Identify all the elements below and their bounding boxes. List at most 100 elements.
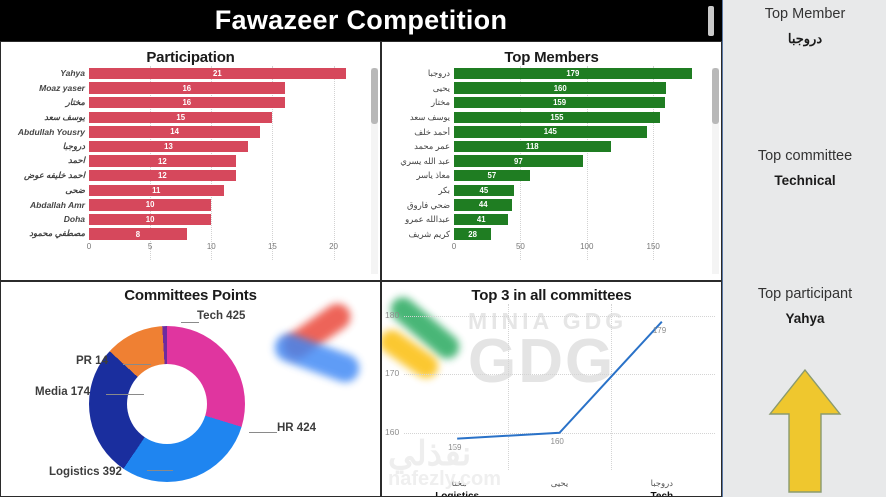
donut-leader-line <box>123 364 151 365</box>
bar-row: Yahya 21 <box>1 66 380 81</box>
bar-track: 10 <box>89 198 358 211</box>
bar-value-label: 16 <box>182 83 192 93</box>
bar-track: 28 <box>454 227 701 240</box>
bar-x-axis: 0 5 10 15 20 <box>1 242 380 256</box>
bar-value-label: 145 <box>543 127 557 137</box>
bar-row: أحمد خلف 145 <box>382 124 721 139</box>
bar-category-label: مصطفي محمود <box>29 228 85 239</box>
bar-fill[interactable]: 45 <box>454 184 514 197</box>
committees-donut-chart <box>89 326 245 482</box>
bar-category-label: Doha <box>63 214 85 225</box>
line-series-path <box>457 321 663 440</box>
bar-fill[interactable]: 44 <box>454 199 513 211</box>
bar-category-label: كريم شريف <box>408 228 450 239</box>
line-x-axis-label: يحيى <box>550 478 569 488</box>
bar-fill[interactable]: 159 <box>454 96 666 109</box>
bar-fill[interactable]: 11 <box>89 184 224 197</box>
bar-value-label: 12 <box>158 156 167 166</box>
bar-fill[interactable]: 118 <box>454 140 611 153</box>
bar-category-label: معاذ ياسر <box>416 170 450 181</box>
bar-value-label: 12 <box>158 171 167 181</box>
bar-row: عمر محمد 118 <box>382 139 721 154</box>
participation-scrollbar[interactable] <box>371 68 378 274</box>
bar-category-label: Abdullah Yousry <box>17 126 85 137</box>
bar-fill[interactable]: 12 <box>89 155 236 167</box>
kpi-top-committee-value: Technical <box>774 173 836 188</box>
bar-category-label: يوسف سعد <box>44 111 85 122</box>
bar-category-label: أحمد خلف <box>414 126 450 137</box>
bar-row: ضحى 11 <box>1 183 380 198</box>
bar-row: احمد 12 <box>1 154 380 169</box>
donut-label-pr: PR 14 <box>76 355 108 367</box>
bar-x-axis: 0 50 100 150 <box>382 242 721 256</box>
bar-row: Abdullah Yousry 14 <box>1 124 380 139</box>
bar-fill[interactable]: 10 <box>89 213 212 226</box>
bar-row: عبد الله يسري 97 <box>382 154 721 169</box>
bar-fill[interactable]: 28 <box>454 228 492 240</box>
bar-fill[interactable]: 179 <box>454 67 692 80</box>
panel-committees-points: Committees Points Tech 425 HR 424 Logistic… <box>0 281 381 497</box>
bar-row: مختار 159 <box>382 95 721 110</box>
bar-fill[interactable]: 8 <box>89 228 187 240</box>
bar-track: 8 <box>89 227 358 240</box>
bar-fill[interactable]: 16 <box>89 96 285 109</box>
donut-label-hr: HR 424 <box>277 422 316 434</box>
bar-value-label: 11 <box>152 185 161 195</box>
bar-fill[interactable]: 97 <box>454 155 583 167</box>
kpi-top-member: Top Member دروجبا <box>723 6 886 47</box>
bar-track: 21 <box>89 67 358 80</box>
participation-scrollbar-thumb[interactable] <box>371 68 378 124</box>
axis-tick-label: 15 <box>267 242 277 252</box>
bar-fill[interactable]: 155 <box>454 111 660 124</box>
donut-leader-line <box>249 432 277 433</box>
bar-track: 13 <box>89 140 358 153</box>
bar-track: 15 <box>89 111 358 124</box>
dashboard-title-bar: Fawazeer Competition <box>0 0 722 41</box>
bar-fill[interactable]: 12 <box>89 169 236 182</box>
participation-bar-chart: Yahya 21 Moaz yaser 16 مختار 16 يوسف سعد 15 Abdu… <box>1 66 380 280</box>
bar-track: 14 <box>89 125 358 138</box>
bar-row: احمد خليفه عوض 12 <box>1 168 380 183</box>
bar-track: 12 <box>89 154 358 167</box>
bar-row: يحيى 160 <box>382 81 721 96</box>
bar-value-label: 15 <box>176 112 186 122</box>
bar-fill[interactable]: 10 <box>89 199 212 211</box>
bar-row: مختار 16 <box>1 95 380 110</box>
bar-category-label: Yahya <box>60 68 85 79</box>
arrow-up-icon <box>768 368 842 493</box>
axis-tick-label: 100 <box>580 242 594 252</box>
kpi-top-participant-title: Top participant <box>757 286 853 302</box>
line-category-divider <box>508 304 510 470</box>
bar-track: 97 <box>454 154 701 167</box>
bar-category-label: ضحى <box>65 184 85 195</box>
bar-value-label: 10 <box>145 200 155 210</box>
bar-fill[interactable]: 13 <box>89 140 248 153</box>
bar-category-label: عبد الله يسري <box>400 155 450 166</box>
line-x-axis-label: دروجبا Tech <box>617 478 707 496</box>
bar-category-label: عبدالله عمرو <box>405 214 450 225</box>
axis-tick-group: 0 50 100 150 <box>452 242 701 256</box>
line-gridline <box>404 315 715 317</box>
bar-fill[interactable]: 21 <box>89 67 346 80</box>
bar-category-label: يحيى <box>432 82 450 93</box>
bar-value-label: 28 <box>468 229 477 239</box>
top3-line-chart: 160 170 180 159 160 179 مختار Logistics يحيى دروج… <box>382 304 721 496</box>
bar-fill[interactable]: 16 <box>89 82 285 94</box>
axis-tick-label: 5 <box>147 242 153 252</box>
line-point-value-label: 160 <box>550 436 564 446</box>
line-y-tick-label: 180 <box>385 309 400 320</box>
top-members-scrollbar-thumb[interactable] <box>712 68 719 124</box>
bar-fill[interactable]: 145 <box>454 126 647 138</box>
bar-fill[interactable]: 15 <box>89 111 273 124</box>
bar-fill[interactable]: 14 <box>89 126 261 138</box>
bar-track: 16 <box>89 96 358 109</box>
bar-track: 45 <box>454 184 701 197</box>
bar-fill[interactable]: 41 <box>454 213 509 226</box>
top-members-scrollbar[interactable] <box>712 68 719 274</box>
title-bar-handle[interactable] <box>708 6 714 36</box>
bar-track: 11 <box>89 184 358 197</box>
bar-fill[interactable]: 57 <box>454 169 530 182</box>
bar-fill[interactable]: 160 <box>454 82 667 94</box>
panel-top-members: Top Members دروجبا 179 يحيى 160 مختار 159 يوسف… <box>381 41 722 281</box>
